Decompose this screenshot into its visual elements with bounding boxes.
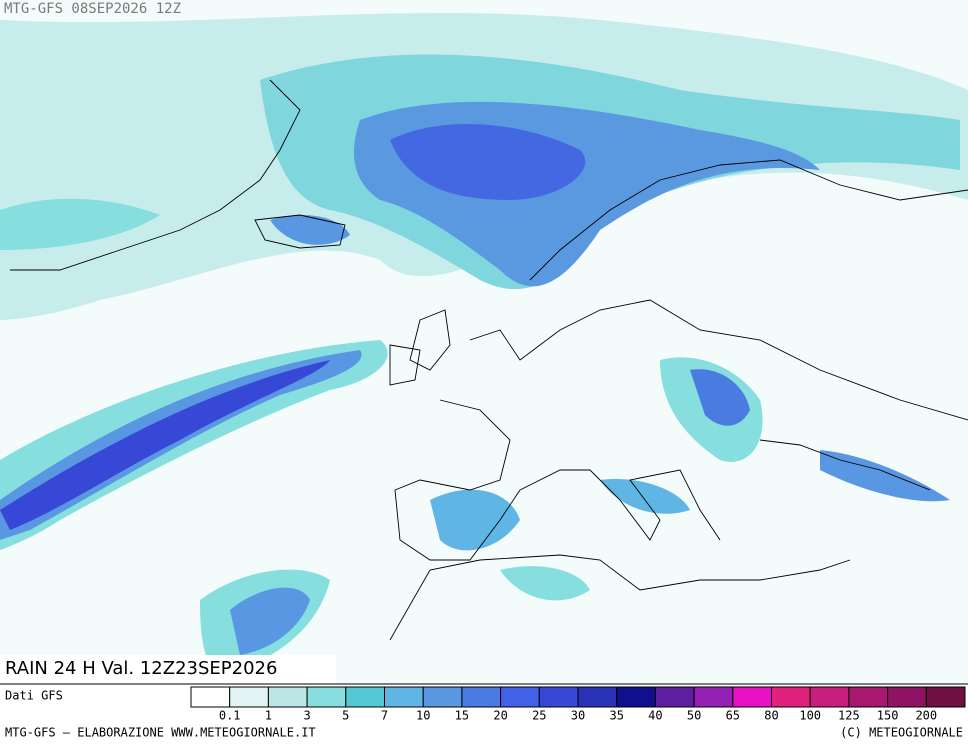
legend-level: 10 (416, 709, 430, 723)
legend-swatch (461, 686, 502, 708)
legend-level: 200 (915, 709, 937, 723)
legend-swatch (732, 686, 772, 708)
legend-swatch (345, 686, 385, 708)
legend-level: 40 (648, 709, 662, 723)
legend-level: 100 (799, 709, 821, 723)
legend-swatch (229, 686, 269, 708)
legend-swatch (925, 686, 966, 708)
legend-level: 25 (532, 709, 546, 723)
legend-swatch (577, 686, 618, 708)
legend-level: 125 (838, 709, 860, 723)
legend-level: 30 (571, 709, 585, 723)
legend-level: 1 (265, 709, 272, 723)
legend-swatch (422, 686, 463, 708)
legend-swatch (384, 686, 424, 708)
legend: Dati GFS 0.1 1 3 5 7 10 15 20 25 30 35 40 50 65 80 100 1… (5, 686, 966, 723)
legend-level: 35 (609, 709, 623, 723)
legend-level: 5 (342, 709, 349, 723)
legend-level: 3 (303, 709, 310, 723)
legend-swatch (654, 686, 695, 708)
legend-level: 150 (877, 709, 899, 723)
legend-swatch (887, 686, 927, 708)
legend-swatch (809, 686, 850, 708)
precipitation-field (0, 12, 968, 673)
legend-level: 0.1 (219, 709, 241, 723)
footer-left: MTG-GFS — ELABORAZIONE WWW.METEOGIORNALE… (5, 726, 316, 740)
legend-swatch (538, 686, 579, 708)
legend-swatch (267, 686, 308, 708)
legend-swatch (771, 686, 811, 708)
legend-level: 65 (726, 709, 740, 723)
legend-swatch (693, 686, 734, 708)
header-title: MTG-GFS 08SEP2026 12Z (4, 1, 181, 17)
coastline (10, 79, 968, 641)
legend-level: 50 (687, 709, 701, 723)
map: MTG-GFS 08SEP2026 12Z RAIN 24 H Val. 12Z… (0, 0, 968, 684)
legend-level: 20 (493, 709, 507, 723)
legend-swatch (306, 686, 347, 708)
legend-level: 7 (381, 709, 388, 723)
legend-swatch (616, 686, 656, 708)
map-label: RAIN 24 H Val. 12Z23SEP2026 (5, 658, 277, 679)
footer-right: (C) METEOGIORNALE (840, 726, 963, 740)
legend-swatch (848, 686, 889, 708)
map-label-background (0, 655, 336, 684)
legend-swatch (190, 686, 231, 708)
legend-level: 15 (455, 709, 469, 723)
legend-source: Dati GFS (5, 689, 63, 703)
legend-level: 80 (764, 709, 778, 723)
legend-swatch (500, 686, 540, 708)
